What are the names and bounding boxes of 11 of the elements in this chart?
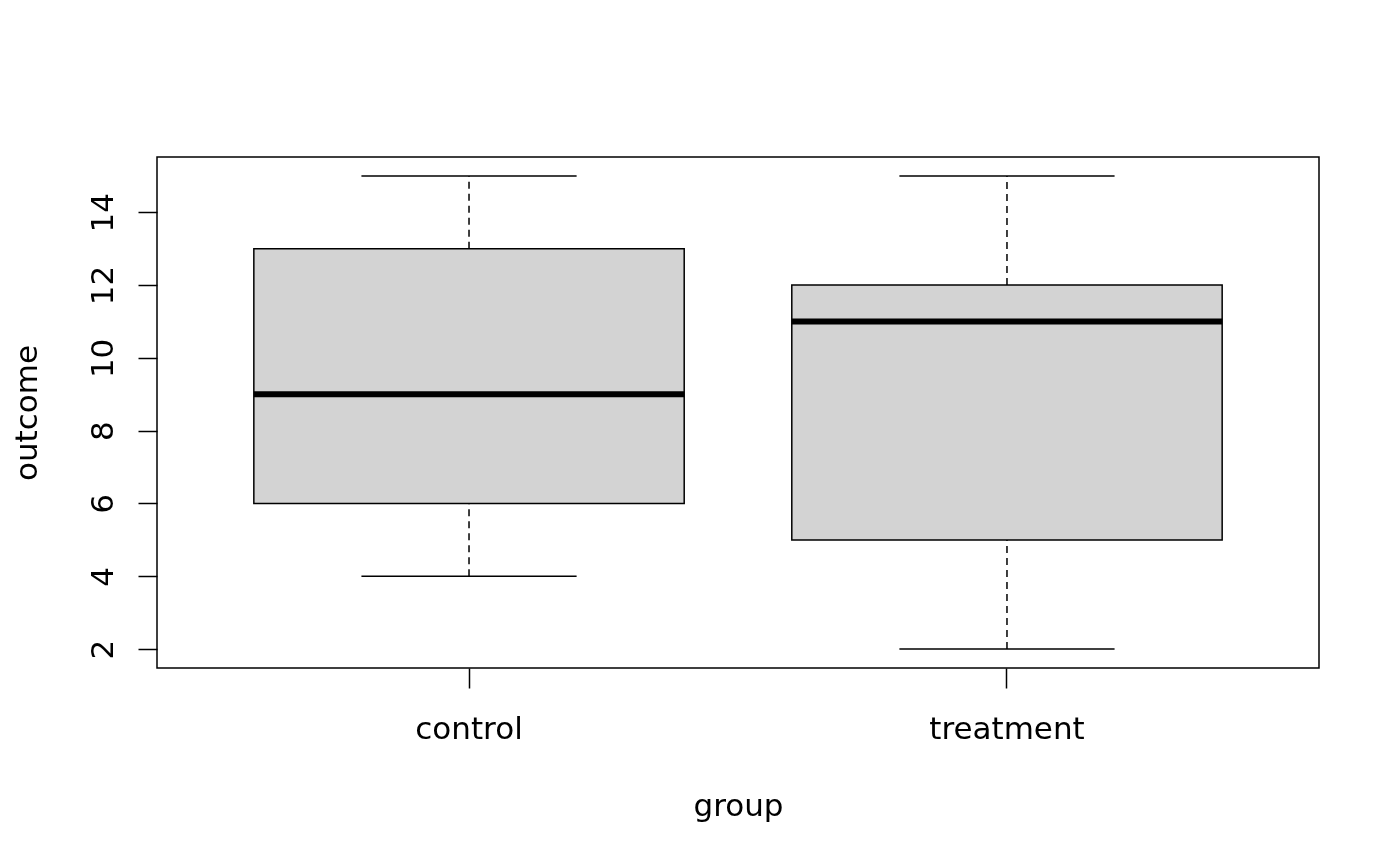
y-tick-label: 6 (83, 494, 120, 514)
x-tick-label: control (415, 709, 523, 746)
y-tick-label: 8 (83, 421, 120, 442)
x-axis-title: group (693, 786, 784, 823)
x-tick-label: treatment (929, 709, 1085, 746)
y-tick-label: 4 (83, 566, 120, 587)
y-tick-label: 10 (83, 338, 120, 379)
y-axis-title: outcome (7, 344, 44, 482)
y-tick-label: 14 (83, 193, 120, 233)
y-tick-label: 12 (83, 265, 120, 306)
y-tick-label: 2 (83, 639, 120, 660)
